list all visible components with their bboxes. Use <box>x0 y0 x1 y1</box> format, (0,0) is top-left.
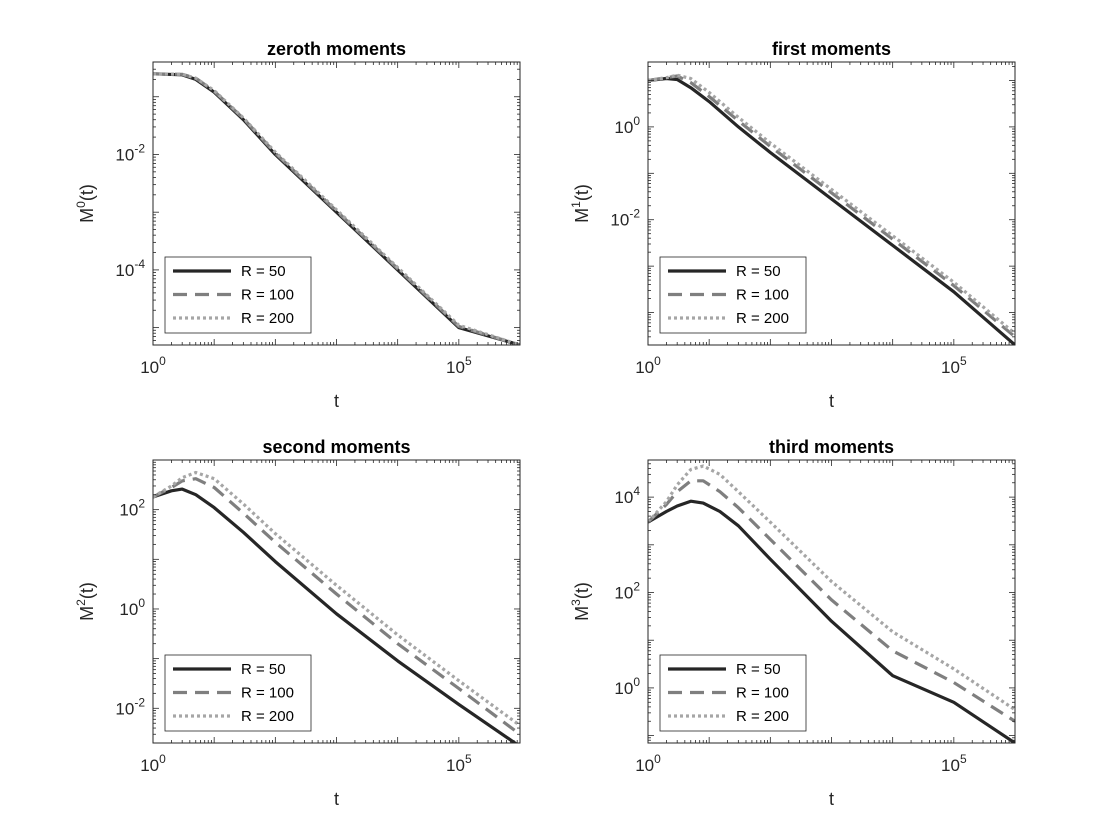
legend: R = 50 R = 100 R = 200 <box>659 256 807 334</box>
y-tick-label: 100 <box>614 114 640 137</box>
panel-title: zeroth moments <box>267 39 406 59</box>
legend: R = 50 R = 100 R = 200 <box>164 654 312 732</box>
series-line-1 <box>648 499 1015 743</box>
x-tick-label: 100 <box>635 752 661 775</box>
y-axis-label: M0(t) <box>74 184 97 223</box>
x-tick-label: 105 <box>941 354 967 377</box>
y-tick-label: 100 <box>119 596 145 619</box>
y-tick-label: 10-2 <box>115 695 145 718</box>
legend-entry: R = 100 <box>736 287 789 304</box>
x-axis-label: t <box>829 789 834 809</box>
panel-title: second moments <box>262 437 410 457</box>
x-tick-label: 100 <box>635 354 661 377</box>
legend-entry: R = 50 <box>241 661 286 678</box>
y-axis-label: M3(t) <box>569 582 592 621</box>
series-line-2 <box>153 72 520 345</box>
x-tick-label: 105 <box>941 752 967 775</box>
x-tick-label: 100 <box>140 354 166 377</box>
y-tick-label: 102 <box>614 580 640 603</box>
legend-entry: R = 100 <box>241 685 294 702</box>
series-line-3 <box>153 470 520 727</box>
y-tick-label: 102 <box>119 497 145 520</box>
y-tick-label: 10-4 <box>115 257 145 280</box>
panel-4: 100 105 100 102 104 third moments t M3(t) R = 50… <box>569 437 1016 809</box>
series-line-1 <box>648 76 1015 345</box>
panel-3: 100 105 10-2 100 102 second moments t M2(t) R = … <box>74 437 521 809</box>
panel-title: first moments <box>772 39 891 59</box>
series-line-2 <box>153 477 520 736</box>
legend-entry: R = 100 <box>736 685 789 702</box>
legend: R = 50 R = 100 R = 200 <box>164 256 312 334</box>
legend-entry: R = 200 <box>736 310 789 327</box>
legend: R = 50 R = 100 R = 200 <box>659 654 807 732</box>
series-line-2 <box>648 479 1015 723</box>
x-tick-label: 100 <box>140 752 166 775</box>
legend-entry: R = 200 <box>241 310 294 327</box>
y-axis-label: M1(t) <box>569 184 592 223</box>
panel-title: third moments <box>769 437 894 457</box>
y-tick-label: 104 <box>614 484 640 507</box>
x-axis-label: t <box>334 789 339 809</box>
legend-entry: R = 50 <box>241 263 286 280</box>
series-line-3 <box>648 464 1015 712</box>
x-axis-label: t <box>334 391 339 411</box>
y-tick-label: 100 <box>614 675 640 698</box>
series-line-3 <box>648 73 1015 335</box>
legend-entry: R = 100 <box>241 287 294 304</box>
x-axis-label: t <box>829 391 834 411</box>
legend-entry: R = 50 <box>736 263 781 280</box>
legend-entry: R = 50 <box>736 661 781 678</box>
y-axis-label: M2(t) <box>74 582 97 621</box>
series-line-1 <box>153 487 518 743</box>
legend-entry: R = 200 <box>241 708 294 725</box>
legend-entry: R = 200 <box>736 708 789 725</box>
panel-1: 100 105 10-4 10-2 zeroth moments t M0(t) R = 50… <box>74 39 521 411</box>
series-line-3 <box>153 72 520 345</box>
x-tick-label: 105 <box>446 354 472 377</box>
y-tick-label: 10-2 <box>115 141 145 164</box>
x-tick-label: 105 <box>446 752 472 775</box>
y-tick-label: 10-2 <box>610 207 640 230</box>
